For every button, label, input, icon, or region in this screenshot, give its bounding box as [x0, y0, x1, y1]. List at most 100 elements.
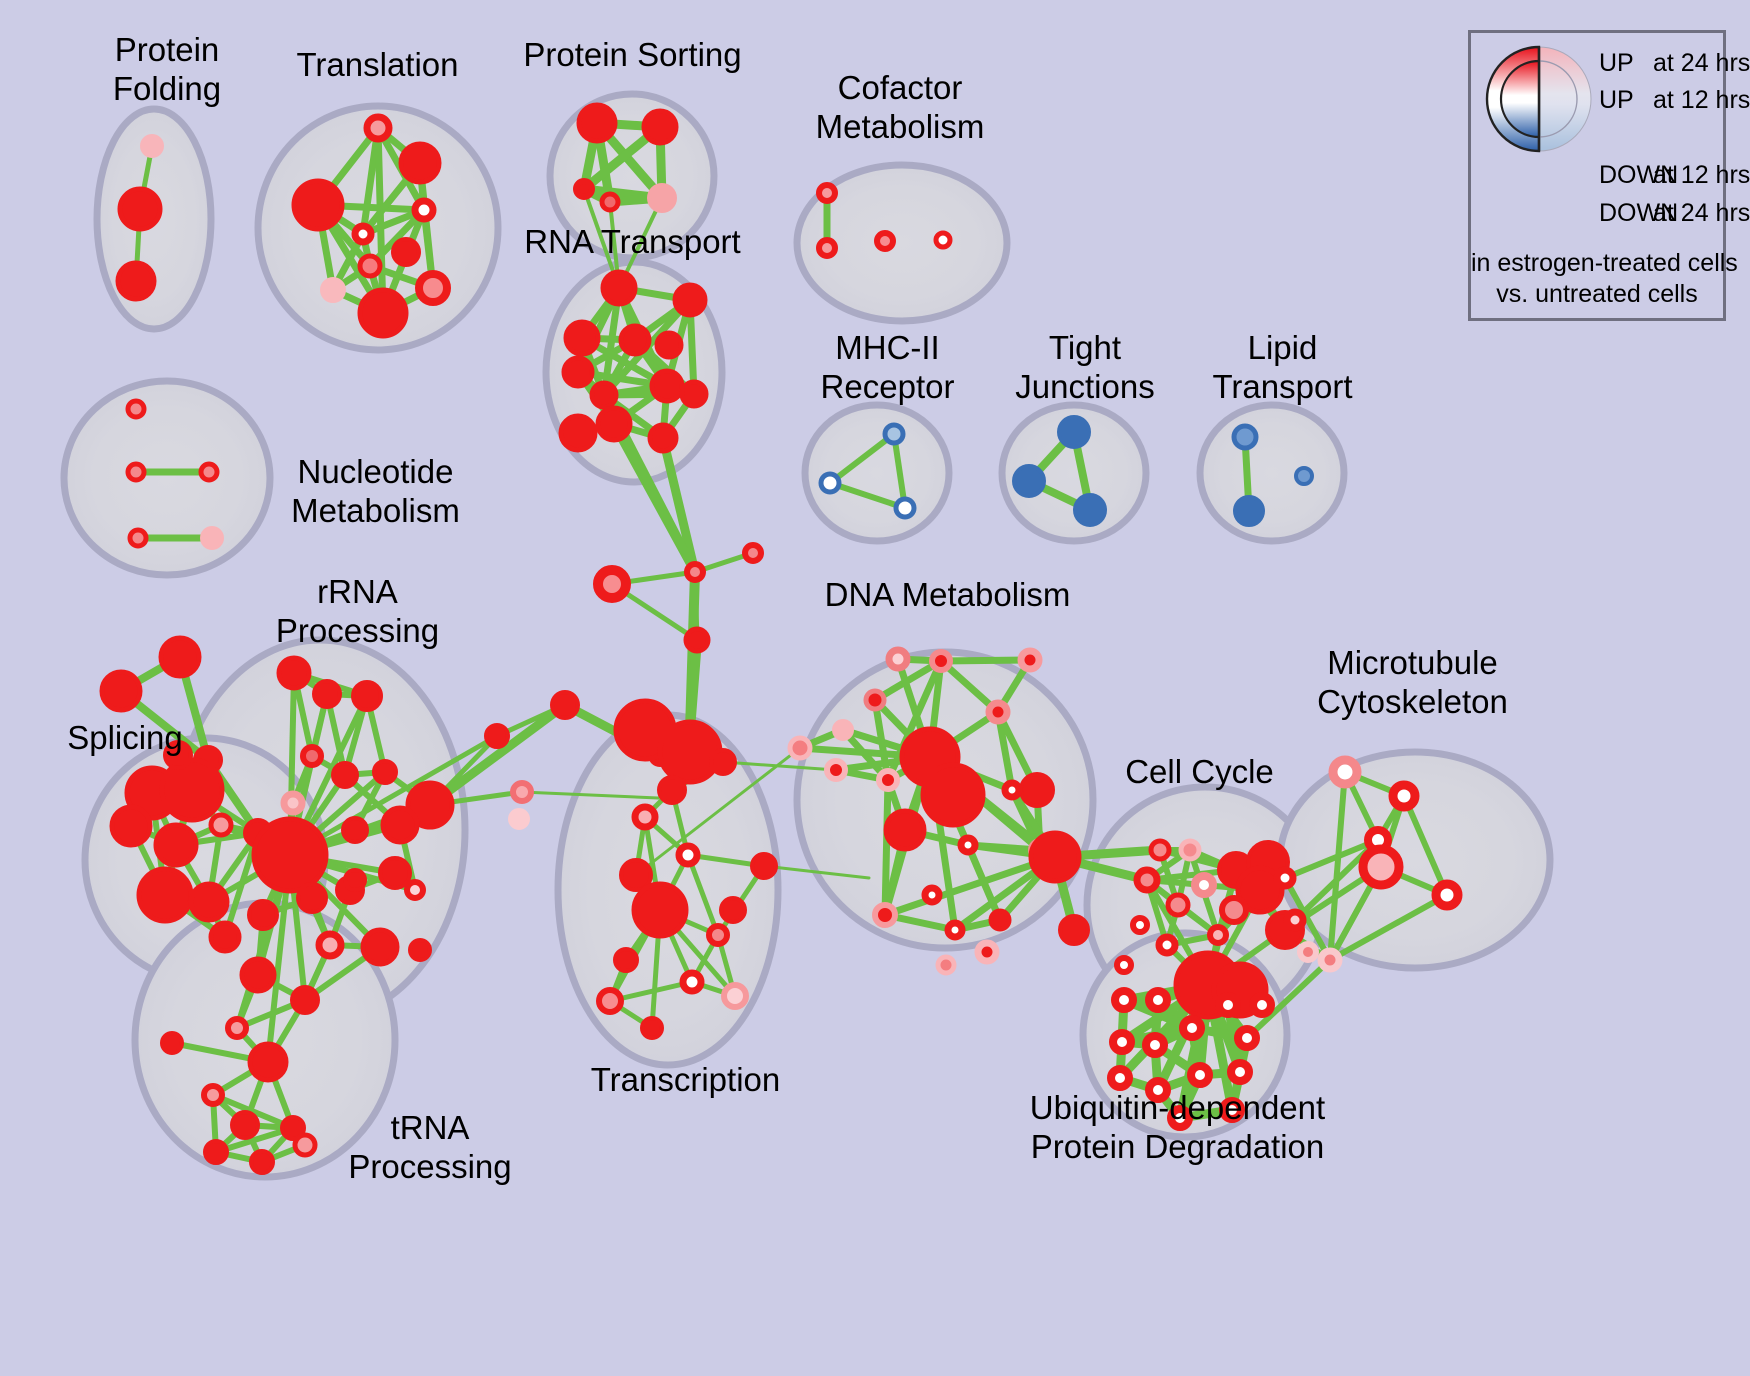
node[interactable] [1155, 933, 1179, 957]
node[interactable] [1179, 1015, 1205, 1041]
node[interactable] [1219, 1097, 1245, 1123]
node[interactable] [398, 141, 442, 185]
node[interactable] [372, 759, 398, 785]
node[interactable] [672, 282, 708, 318]
node[interactable] [1109, 1029, 1135, 1055]
node[interactable] [1142, 1032, 1168, 1058]
node[interactable] [1207, 924, 1229, 946]
node[interactable] [163, 740, 193, 770]
node[interactable] [563, 319, 601, 357]
node[interactable] [188, 881, 230, 923]
node[interactable] [484, 723, 510, 749]
node[interactable] [1191, 872, 1217, 898]
node[interactable] [331, 761, 359, 789]
node[interactable] [312, 679, 342, 709]
node[interactable] [408, 938, 432, 962]
node[interactable] [921, 884, 943, 906]
node[interactable] [1234, 1025, 1260, 1051]
node[interactable] [1297, 941, 1319, 963]
node[interactable] [1227, 1059, 1253, 1085]
node[interactable] [675, 842, 701, 868]
node[interactable] [1358, 844, 1404, 890]
node[interactable] [709, 748, 737, 776]
node[interactable] [1058, 914, 1090, 946]
node[interactable] [117, 186, 163, 232]
node[interactable] [1012, 464, 1046, 498]
node[interactable] [351, 680, 383, 712]
node[interactable] [109, 804, 153, 848]
node[interactable] [550, 690, 580, 720]
node[interactable] [679, 969, 705, 995]
node[interactable] [683, 626, 711, 654]
node[interactable] [657, 719, 723, 785]
node[interactable] [882, 422, 906, 446]
node[interactable] [341, 816, 369, 844]
node[interactable] [619, 858, 653, 892]
node[interactable] [1148, 838, 1172, 862]
node[interactable] [380, 805, 420, 845]
node[interactable] [292, 1132, 318, 1158]
node[interactable] [276, 655, 312, 691]
node[interactable] [360, 927, 400, 967]
node[interactable] [247, 899, 279, 931]
node[interactable] [1165, 892, 1191, 918]
node[interactable] [300, 744, 324, 768]
node[interactable] [988, 908, 1012, 932]
node[interactable] [596, 987, 624, 1015]
node[interactable] [824, 758, 848, 782]
node[interactable] [1145, 1077, 1171, 1103]
node[interactable] [679, 379, 709, 409]
node[interactable] [1130, 915, 1150, 935]
node[interactable] [657, 775, 687, 805]
node[interactable] [640, 1016, 664, 1040]
node[interactable] [247, 1041, 289, 1083]
node[interactable] [1233, 495, 1265, 527]
node[interactable] [1317, 947, 1343, 973]
node[interactable] [115, 260, 157, 302]
node[interactable] [573, 178, 595, 200]
node[interactable] [742, 542, 764, 564]
node[interactable] [315, 930, 345, 960]
node[interactable] [200, 526, 224, 550]
node[interactable] [230, 1110, 260, 1140]
node[interactable] [249, 1149, 275, 1175]
node[interactable] [251, 816, 329, 894]
node[interactable] [99, 669, 143, 713]
node[interactable] [576, 102, 618, 144]
node[interactable] [201, 1083, 225, 1107]
node[interactable] [1431, 879, 1463, 911]
node[interactable] [239, 956, 277, 994]
node[interactable] [1215, 992, 1241, 1018]
node[interactable] [561, 355, 595, 389]
node[interactable] [876, 768, 900, 792]
node[interactable] [291, 178, 345, 232]
node[interactable] [136, 866, 194, 924]
node[interactable] [832, 719, 854, 741]
node[interactable] [125, 398, 147, 420]
node[interactable] [816, 237, 838, 259]
node[interactable] [363, 113, 393, 143]
node[interactable] [405, 780, 455, 830]
node[interactable] [647, 183, 677, 213]
node[interactable] [1111, 987, 1137, 1013]
node[interactable] [593, 565, 631, 603]
node[interactable] [158, 635, 202, 679]
node[interactable] [1017, 647, 1043, 673]
node[interactable] [320, 277, 346, 303]
node[interactable] [1028, 830, 1082, 884]
node[interactable] [787, 735, 813, 761]
node[interactable] [1231, 423, 1259, 451]
node[interactable] [1187, 1062, 1213, 1088]
node[interactable] [883, 808, 927, 852]
node[interactable] [160, 1031, 184, 1055]
node[interactable] [1107, 1065, 1133, 1091]
node[interactable] [863, 688, 887, 712]
node[interactable] [684, 561, 706, 583]
node[interactable] [1249, 992, 1275, 1018]
node[interactable] [1001, 779, 1023, 801]
node[interactable] [357, 253, 383, 279]
node[interactable] [125, 461, 147, 483]
node[interactable] [631, 881, 689, 939]
node[interactable] [721, 982, 749, 1010]
node[interactable] [893, 496, 917, 520]
